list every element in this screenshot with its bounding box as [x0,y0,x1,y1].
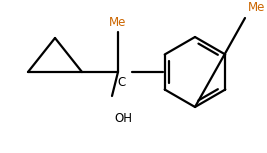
Text: Me: Me [109,15,127,28]
Text: OH: OH [114,112,132,125]
Text: C: C [117,76,125,89]
Text: Me: Me [248,1,265,14]
